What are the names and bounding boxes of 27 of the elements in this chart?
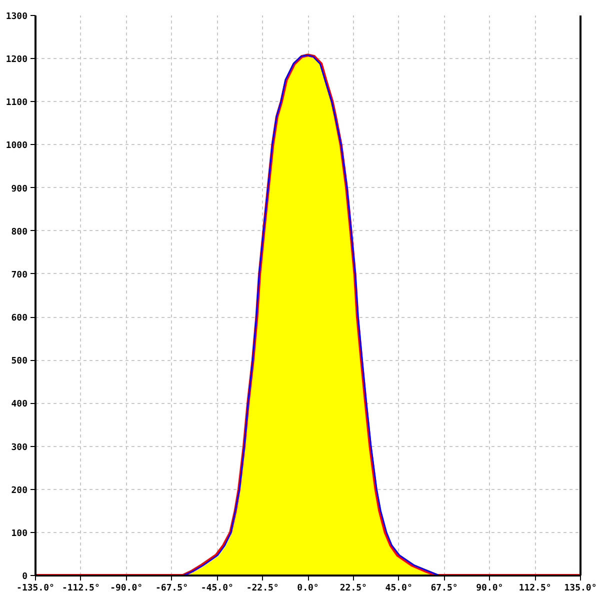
y-tick-label: 1000 bbox=[6, 141, 28, 152]
x-tick-label: 22.5° bbox=[340, 584, 367, 594]
y-tick-label: 1100 bbox=[6, 98, 28, 108]
y-tick-label: 800 bbox=[11, 227, 28, 238]
y-tick-label: 700 bbox=[11, 270, 28, 280]
x-tick-label: 90.0° bbox=[476, 584, 504, 594]
y-tick-label: 100 bbox=[11, 528, 28, 539]
y-tick-label: 500 bbox=[11, 356, 28, 367]
x-tick-label: -22.5° bbox=[246, 584, 279, 594]
y-tick-label: 0 bbox=[22, 572, 28, 582]
x-tick-label: -90.0° bbox=[110, 584, 143, 594]
x-tick-label: -67.5° bbox=[155, 584, 188, 594]
y-tick-label: 300 bbox=[11, 442, 28, 453]
x-tick-label: 0.0° bbox=[297, 584, 319, 594]
y-tick-label: 200 bbox=[11, 486, 28, 496]
y-tick-label: 400 bbox=[11, 400, 28, 410]
x-tick-label: -112.5° bbox=[62, 584, 100, 594]
y-tick-label: 1200 bbox=[6, 55, 28, 66]
x-tick-label: -135.0° bbox=[16, 584, 54, 594]
x-tick-label: 45.0° bbox=[385, 584, 412, 594]
x-tick-label: 135.0° bbox=[564, 584, 597, 594]
x-tick-label: -45.0° bbox=[200, 584, 234, 594]
x-tick-label: 112.5° bbox=[518, 584, 552, 594]
y-tick-label: 1300 bbox=[6, 12, 28, 22]
y-tick-label: 900 bbox=[11, 184, 28, 194]
x-tick-label: 67.5° bbox=[430, 584, 458, 594]
y-tick-label: 600 bbox=[11, 314, 28, 324]
